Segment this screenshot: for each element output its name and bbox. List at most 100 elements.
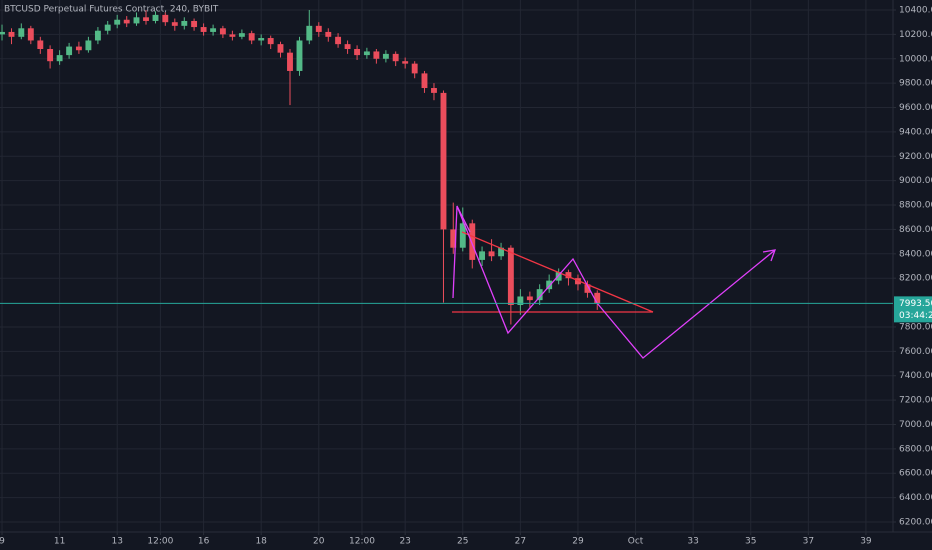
candle-body bbox=[517, 296, 524, 306]
candle-body bbox=[402, 61, 409, 64]
candle-body bbox=[248, 33, 255, 41]
drawings bbox=[452, 205, 776, 359]
countdown-label: 03:44:21 bbox=[899, 311, 932, 321]
candle-body bbox=[354, 49, 361, 56]
candle-body bbox=[450, 229, 457, 248]
candle-body bbox=[219, 28, 226, 35]
candle-body bbox=[363, 51, 370, 56]
y-tick-label: 7200.00 bbox=[899, 396, 932, 406]
candle-body bbox=[47, 49, 54, 62]
candle-body bbox=[75, 46, 82, 51]
candle-body bbox=[162, 14, 169, 23]
candle-body bbox=[421, 73, 428, 89]
candle-body bbox=[344, 44, 351, 50]
y-tick-label: 8200.00 bbox=[899, 274, 932, 284]
x-tick-label: 20 bbox=[313, 537, 325, 547]
candle-body bbox=[267, 38, 274, 45]
x-tick-label: 12:00 bbox=[349, 537, 375, 547]
candle-body bbox=[507, 247, 514, 306]
x-tick-label: 12:00 bbox=[147, 537, 173, 547]
candle-body bbox=[123, 19, 130, 24]
y-tick-label: 8400.00 bbox=[899, 249, 932, 259]
candle-body bbox=[392, 53, 399, 62]
y-tick-label: 10000.00 bbox=[899, 54, 932, 64]
candle-body bbox=[488, 251, 495, 257]
x-tick-label: 13 bbox=[111, 537, 122, 547]
candle-body bbox=[594, 292, 601, 304]
candle-body bbox=[143, 17, 149, 21]
x-tick-label: 39 bbox=[860, 537, 872, 547]
candle-body bbox=[498, 247, 505, 257]
x-tick-label: 23 bbox=[399, 537, 410, 547]
candle-body bbox=[382, 53, 389, 59]
wave-line bbox=[452, 205, 598, 335]
last-price-box bbox=[894, 296, 932, 323]
candle-body bbox=[104, 24, 111, 31]
y-tick-label: 6800.00 bbox=[899, 444, 932, 454]
y-tick-label: 8800.00 bbox=[899, 201, 932, 211]
candle-body bbox=[315, 25, 322, 32]
y-tick-label: 6200.00 bbox=[899, 518, 932, 528]
candle-body bbox=[258, 38, 265, 41]
candle-body bbox=[526, 296, 533, 301]
candle-body bbox=[536, 289, 543, 301]
grid bbox=[0, 0, 893, 532]
candle-body bbox=[191, 20, 198, 28]
y-tick-label: 8600.00 bbox=[899, 225, 932, 235]
y-tick-label: 7400.00 bbox=[899, 371, 932, 381]
candle-body bbox=[114, 19, 121, 25]
resistance-line bbox=[461, 231, 654, 313]
candle-body bbox=[171, 22, 178, 26]
x-tick-label: Oct bbox=[628, 537, 644, 547]
candle-body bbox=[56, 55, 63, 62]
y-tick-label: 10200.00 bbox=[899, 30, 932, 40]
x-tick-label: 35 bbox=[745, 537, 756, 547]
candle-body bbox=[440, 92, 447, 230]
y-tick-label: 6600.00 bbox=[899, 469, 932, 479]
x-tick-label: 16 bbox=[198, 537, 210, 547]
projection-arrow bbox=[596, 249, 776, 359]
candle-body bbox=[0, 31, 5, 35]
candle-body bbox=[296, 40, 303, 71]
candle-body bbox=[325, 31, 332, 37]
candle-body bbox=[546, 280, 553, 290]
candle-body bbox=[133, 17, 140, 24]
candle-body bbox=[8, 31, 15, 37]
candle-body bbox=[373, 51, 380, 59]
candle-body bbox=[469, 223, 476, 260]
x-tick-label: 9 bbox=[0, 537, 5, 547]
candle-body bbox=[459, 223, 466, 248]
candle-body bbox=[200, 27, 207, 32]
candle-body bbox=[584, 284, 591, 293]
y-tick-label: 9200.00 bbox=[899, 152, 932, 162]
candle-body bbox=[152, 14, 159, 21]
candle-body bbox=[85, 40, 92, 51]
y-tick-label: 10400.00 bbox=[899, 5, 932, 15]
candle-body bbox=[555, 272, 562, 281]
candle-body bbox=[238, 33, 245, 37]
x-tick-label: 11 bbox=[54, 537, 65, 547]
candle-body bbox=[181, 20, 188, 26]
candle-body bbox=[210, 28, 217, 32]
x-tick-label: 37 bbox=[803, 537, 814, 547]
x-tick-label: 27 bbox=[515, 537, 526, 547]
y-tick-label: 9800.00 bbox=[899, 79, 932, 89]
y-tick-label: 6400.00 bbox=[899, 493, 932, 503]
wave-line bbox=[456, 205, 471, 233]
candle-body bbox=[479, 251, 486, 260]
candle-body bbox=[18, 28, 25, 37]
candle-body bbox=[66, 46, 73, 56]
candle-body bbox=[229, 34, 236, 37]
x-tick-label: 29 bbox=[572, 537, 584, 547]
x-tick-label: 18 bbox=[255, 537, 267, 547]
y-tick-label: 7600.00 bbox=[899, 347, 932, 357]
y-tick-label: 9600.00 bbox=[899, 103, 932, 113]
candle-body bbox=[306, 25, 313, 41]
candle-body bbox=[287, 52, 293, 71]
y-tick-label: 9400.00 bbox=[899, 127, 932, 137]
y-tick-label: 7000.00 bbox=[899, 420, 932, 430]
candle-body bbox=[27, 28, 34, 41]
last-price-label: 7993.50 bbox=[899, 299, 932, 309]
y-tick-label: 7800.00 bbox=[899, 322, 932, 332]
